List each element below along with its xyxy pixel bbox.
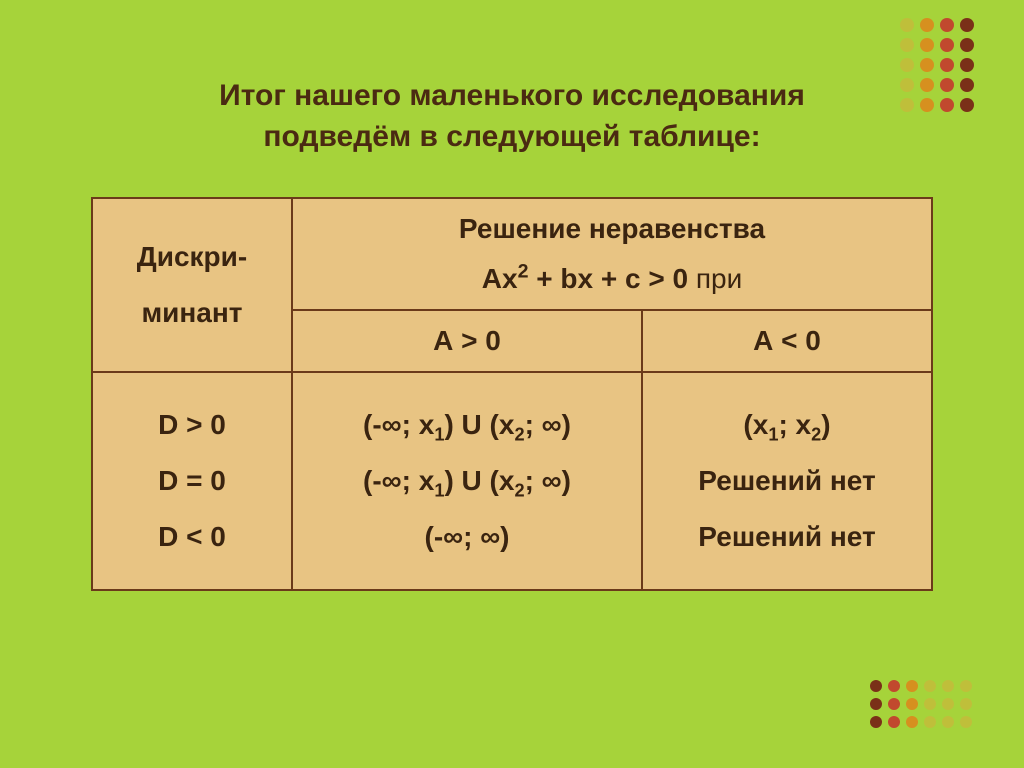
dot-icon <box>888 698 900 710</box>
dot-icon <box>870 680 882 692</box>
a-neg-value: (x1; x2) <box>653 397 921 453</box>
dot-icon <box>900 78 914 92</box>
dot-icon <box>924 716 936 728</box>
dot-icon <box>870 698 882 710</box>
a-neg-value: Решений нет <box>653 509 921 565</box>
d-label: D = 0 <box>103 453 281 509</box>
dot-icon <box>960 716 972 728</box>
dot-icon <box>920 38 934 52</box>
dot-icon <box>940 58 954 72</box>
dot-icon <box>920 58 934 72</box>
cell-a-neg: (x1; x2)Решений нетРешений нет <box>642 372 932 590</box>
table-header-row-1: Дискри- минант Решение неравенства <box>92 198 932 253</box>
decorative-dots-bottom <box>870 680 972 728</box>
cell-a-pos: (-∞; x1) U (x2; ∞)(-∞; x1) U (x2; ∞)(-∞;… <box>292 372 642 590</box>
dot-icon <box>900 18 914 32</box>
a-pos-value: (-∞; x1) U (x2; ∞) <box>303 397 631 453</box>
dot-icon <box>924 680 936 692</box>
dot-icon <box>942 698 954 710</box>
dot-icon <box>960 78 974 92</box>
dot-icon <box>940 38 954 52</box>
header-a-negative: А < 0 <box>642 310 932 372</box>
dot-icon <box>888 680 900 692</box>
decorative-dots-top <box>900 18 974 112</box>
cell-d-labels: D > 0D = 0D < 0 <box>92 372 292 590</box>
a-neg-value: Решений нет <box>653 453 921 509</box>
dot-icon <box>960 58 974 72</box>
dot-icon <box>900 98 914 112</box>
header-discriminant: Дискри- минант <box>92 198 292 372</box>
dot-icon <box>960 18 974 32</box>
dot-icon <box>960 98 974 112</box>
dot-icon <box>920 78 934 92</box>
dot-icon <box>920 98 934 112</box>
a-pos-value: (-∞; x1) U (x2; ∞) <box>303 453 631 509</box>
dot-icon <box>906 716 918 728</box>
dot-icon <box>870 716 882 728</box>
dot-icon <box>906 698 918 710</box>
dot-icon <box>960 680 972 692</box>
header-inequality: Ax2 + bx + c > 0 при <box>292 253 932 310</box>
header-a-positive: А > 0 <box>292 310 642 372</box>
dot-icon <box>942 716 954 728</box>
header-discriminant-text: Дискри- минант <box>103 229 281 341</box>
header-solution-label: Решение неравенства <box>292 198 932 253</box>
solution-table: Дискри- минант Решение неравенства Ax2 +… <box>91 197 933 591</box>
dot-icon <box>940 18 954 32</box>
dot-icon <box>906 680 918 692</box>
dot-icon <box>940 98 954 112</box>
title-line-2: подведём в следующей таблице: <box>70 117 954 158</box>
table-data-row: D > 0D = 0D < 0 (-∞; x1) U (x2; ∞)(-∞; x… <box>92 372 932 590</box>
dot-icon <box>920 18 934 32</box>
dot-icon <box>888 716 900 728</box>
dot-icon <box>960 38 974 52</box>
title-line-1: Итог нашего маленького исследования <box>70 76 954 117</box>
slide-title: Итог нашего маленького исследования подв… <box>70 76 954 157</box>
inequality-text: Ax2 + bx + c > 0 при <box>482 263 742 294</box>
dot-icon <box>900 58 914 72</box>
dot-icon <box>900 38 914 52</box>
dot-icon <box>960 698 972 710</box>
dot-icon <box>924 698 936 710</box>
dot-icon <box>940 78 954 92</box>
d-label: D < 0 <box>103 509 281 565</box>
a-pos-value: (-∞; ∞) <box>303 509 631 565</box>
d-label: D > 0 <box>103 397 281 453</box>
slide: Итог нашего маленького исследования подв… <box>0 0 1024 768</box>
dot-icon <box>942 680 954 692</box>
